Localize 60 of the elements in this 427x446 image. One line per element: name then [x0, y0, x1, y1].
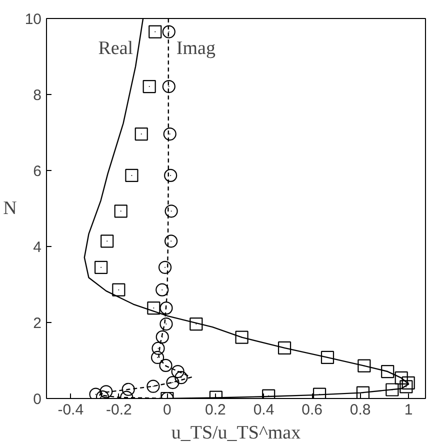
point [386, 383, 399, 396]
point [148, 25, 162, 38]
x-tick-label: 0.6 [302, 402, 322, 418]
x-tick-label: -0.2 [106, 402, 132, 418]
x-tick-label: 1 [404, 402, 413, 418]
point [171, 364, 184, 378]
point [134, 127, 148, 141]
point [402, 376, 415, 390]
point [394, 371, 408, 385]
point [159, 358, 172, 372]
point [358, 359, 371, 372]
y-tick-label: 6 [33, 163, 42, 180]
point [152, 342, 165, 355]
point [156, 330, 169, 344]
point [163, 127, 176, 141]
x-axis-title: u_TS/u_TS^max [171, 422, 302, 444]
y-axis-title: N [3, 198, 18, 219]
point [150, 350, 164, 364]
point [162, 25, 176, 38]
point [164, 234, 178, 248]
point [190, 317, 203, 331]
point [160, 302, 173, 315]
y-tick-label: 8 [33, 87, 42, 104]
point [114, 204, 128, 218]
point [312, 388, 326, 398]
point [142, 80, 156, 94]
point [146, 380, 160, 393]
point [158, 260, 172, 274]
series-label: Imag [176, 38, 216, 59]
point [235, 330, 248, 344]
point [89, 388, 102, 398]
point [381, 364, 394, 378]
point [122, 382, 135, 396]
x-tick-label: 0.2 [205, 402, 226, 418]
point [400, 380, 413, 394]
point [174, 371, 188, 384]
y-tick-label: 2 [33, 315, 42, 332]
y-tick-label: 10 [24, 11, 42, 28]
point [320, 350, 334, 364]
point [156, 283, 169, 296]
point [164, 168, 178, 182]
point [112, 283, 126, 296]
point [166, 376, 180, 390]
series-label: Real [98, 38, 134, 59]
x-tick-label: -0.4 [58, 402, 84, 418]
x-tick-label: 0 [163, 402, 172, 418]
x-tick-label: 0.4 [253, 402, 274, 418]
x-tick-label: 0.8 [350, 402, 371, 418]
point [160, 317, 173, 331]
point [147, 302, 160, 315]
point [278, 341, 292, 355]
y-tick-label: 0 [33, 391, 42, 408]
y-tick-label: 4 [33, 239, 42, 256]
point [356, 386, 370, 398]
point [94, 260, 108, 274]
point [162, 80, 176, 94]
point [100, 385, 113, 398]
point [100, 234, 114, 248]
point [125, 168, 138, 182]
point [164, 204, 178, 218]
